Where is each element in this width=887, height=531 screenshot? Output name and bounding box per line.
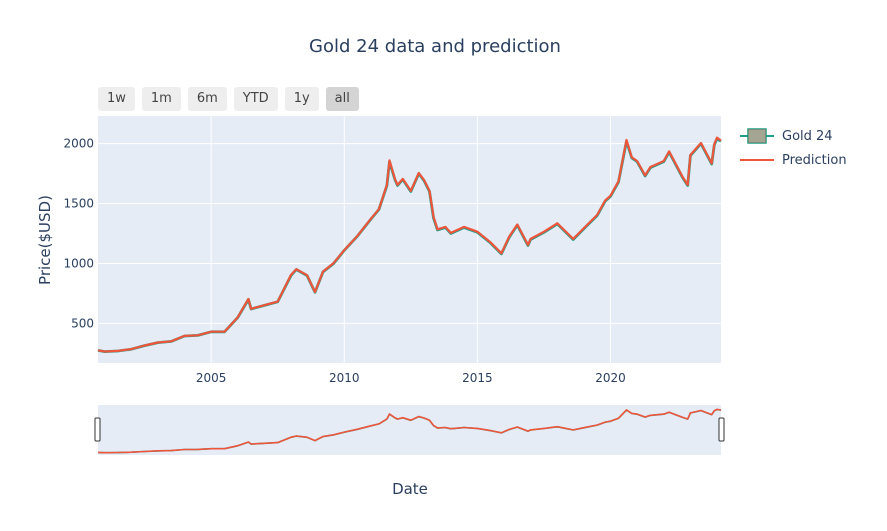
plot-area[interactable]	[98, 116, 721, 363]
series-line-prediction[interactable]	[97, 408, 722, 454]
range-slider-series	[97, 408, 722, 454]
legend: Gold 24 Prediction	[740, 124, 847, 172]
y-tick-label: 2000	[63, 137, 94, 151]
x-tick-label: 2010	[329, 371, 360, 385]
y-tick-label: 1500	[63, 197, 94, 211]
x-tick-label: 2005	[196, 371, 227, 385]
main-series-group	[97, 136, 722, 354]
range-button-1w[interactable]: 1w	[98, 87, 135, 111]
range-slider-right-handle[interactable]	[718, 417, 725, 442]
y-tick-label: 1000	[63, 256, 94, 270]
grid-lines	[98, 116, 721, 363]
legend-label-gold-24: Gold 24	[782, 128, 833, 144]
series-line-prediction[interactable]	[97, 136, 722, 353]
range-button-6m[interactable]: 6m	[187, 87, 227, 111]
legend-item-prediction[interactable]: Prediction	[740, 148, 847, 172]
x-tick-label: 2020	[595, 371, 626, 385]
x-axis-label: Date	[392, 480, 428, 498]
legend-item-gold-24[interactable]: Gold 24	[740, 124, 847, 148]
range-button-1m[interactable]: 1m	[141, 87, 181, 111]
y-tick-label: 500	[71, 316, 94, 330]
y-axis-label: Price($USD)	[36, 195, 54, 285]
legend-label-prediction: Prediction	[782, 152, 847, 168]
legend-swatch-gold-24	[740, 126, 774, 146]
range-button-all[interactable]: all	[325, 87, 359, 111]
range-button-ytd[interactable]: YTD	[233, 87, 278, 111]
chart-title: Gold 24 data and prediction	[309, 36, 561, 57]
legend-swatch-prediction	[740, 150, 774, 170]
range-button-1y[interactable]: 1y	[284, 87, 319, 111]
range-slider-left-handle[interactable]	[94, 417, 101, 442]
range-slider[interactable]	[98, 405, 721, 455]
range-selector: 1w 1m 6m YTD 1y all	[98, 87, 359, 111]
x-tick-label: 2015	[462, 371, 493, 385]
axis-ticks: 500 1000 1500 2000 2005 2010 2015 2020	[63, 137, 625, 385]
